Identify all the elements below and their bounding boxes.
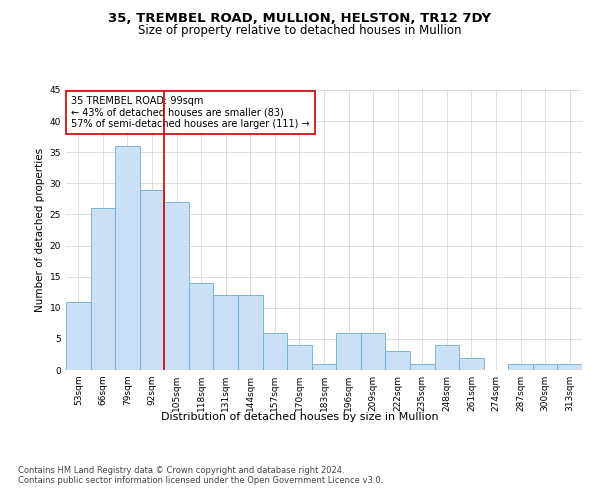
Bar — [385, 352, 410, 370]
Bar — [115, 146, 140, 370]
Bar — [164, 202, 189, 370]
Bar — [410, 364, 434, 370]
Bar — [189, 283, 214, 370]
Bar — [312, 364, 336, 370]
Bar — [361, 332, 385, 370]
Text: 35 TREMBEL ROAD: 99sqm
← 43% of detached houses are smaller (83)
57% of semi-det: 35 TREMBEL ROAD: 99sqm ← 43% of detached… — [71, 96, 310, 129]
Bar — [140, 190, 164, 370]
Text: Contains public sector information licensed under the Open Government Licence v3: Contains public sector information licen… — [18, 476, 383, 485]
Bar — [508, 364, 533, 370]
Bar — [336, 332, 361, 370]
Y-axis label: Number of detached properties: Number of detached properties — [35, 148, 46, 312]
Bar — [263, 332, 287, 370]
Bar — [434, 345, 459, 370]
Bar — [287, 345, 312, 370]
Bar — [238, 296, 263, 370]
Bar — [66, 302, 91, 370]
Text: 35, TREMBEL ROAD, MULLION, HELSTON, TR12 7DY: 35, TREMBEL ROAD, MULLION, HELSTON, TR12… — [109, 12, 491, 26]
Text: Distribution of detached houses by size in Mullion: Distribution of detached houses by size … — [161, 412, 439, 422]
Text: Size of property relative to detached houses in Mullion: Size of property relative to detached ho… — [138, 24, 462, 37]
Bar — [91, 208, 115, 370]
Bar — [557, 364, 582, 370]
Bar — [533, 364, 557, 370]
Bar — [459, 358, 484, 370]
Text: Contains HM Land Registry data © Crown copyright and database right 2024.: Contains HM Land Registry data © Crown c… — [18, 466, 344, 475]
Bar — [214, 296, 238, 370]
